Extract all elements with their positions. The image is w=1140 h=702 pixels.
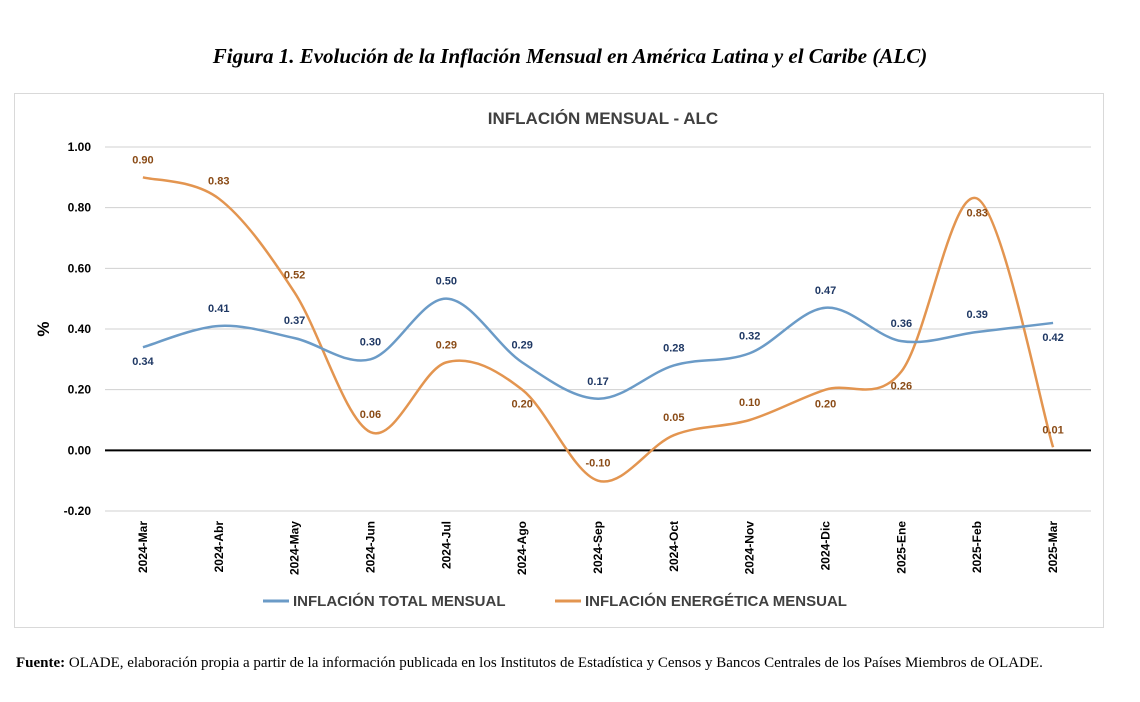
- data-label: 0.29: [511, 339, 532, 351]
- legend-entry: INFLACIÓN TOTAL MENSUAL: [293, 592, 506, 610]
- x-tick-label: 2025-Feb: [970, 521, 984, 573]
- x-tick-label: 2024-Dic: [819, 521, 833, 571]
- series-line-total: [142, 297, 1054, 401]
- x-tick-label: 2025-Mar: [1046, 521, 1060, 573]
- line-chart: INFLACIÓN MENSUAL - ALC 1.00 0.80 0.60 0.40 0…: [34, 109, 1091, 610]
- y-tick-label: 1.00: [68, 140, 92, 154]
- x-tick-label: 2024-Sep: [591, 521, 605, 574]
- data-label: 0.50: [436, 276, 457, 288]
- x-tick-label: 2025-Ene: [894, 521, 908, 574]
- source-text: OLADE, elaboración propia a partir de la…: [65, 655, 1043, 671]
- data-label: 0.83: [208, 176, 229, 188]
- data-label: 0.01: [1042, 424, 1063, 436]
- x-tick-label: 2024-May: [288, 521, 302, 575]
- data-label: 0.39: [967, 309, 988, 321]
- data-label: -0.10: [585, 458, 610, 470]
- source-footnote: Fuente: OLADE, elaboración propia a part…: [16, 652, 1126, 674]
- y-tick-label: -0.20: [64, 504, 92, 518]
- data-label: 0.10: [739, 397, 760, 409]
- data-label: 0.20: [815, 399, 836, 411]
- x-tick-label: 2024-Nov: [743, 521, 757, 575]
- y-tick-label: 0.40: [68, 322, 92, 336]
- x-tick-label: 2024-Mar: [136, 521, 150, 573]
- data-label: 0.30: [360, 336, 381, 348]
- y-tick-label: 0.60: [68, 261, 92, 275]
- source-label: Fuente:: [16, 655, 66, 671]
- chart-title: INFLACIÓN MENSUAL - ALC: [488, 109, 718, 128]
- data-label: 0.37: [284, 315, 305, 327]
- series-line-energetica: [142, 176, 1055, 483]
- data-label: 0.29: [436, 339, 457, 351]
- data-label: 0.17: [587, 376, 608, 388]
- data-label: 0.83: [967, 208, 988, 220]
- y-axis-label: %: [34, 321, 53, 336]
- x-tick-label: 2024-Abr: [212, 521, 226, 573]
- data-label: 0.41: [208, 303, 229, 315]
- data-label: 0.28: [663, 342, 684, 354]
- y-tick-label: 0.80: [68, 201, 92, 215]
- data-label: 0.05: [663, 412, 684, 424]
- y-tick-label: 0.20: [68, 383, 92, 397]
- x-tick-label: 2024-Jul: [439, 521, 453, 569]
- data-label: 0.90: [132, 154, 153, 166]
- x-tick-label: 2024-Jun: [363, 521, 377, 573]
- y-tick-label: 0.00: [68, 443, 92, 457]
- legend-entry: INFLACIÓN ENERGÉTICA MENSUAL: [585, 592, 847, 610]
- data-label: 0.47: [815, 285, 836, 297]
- data-label: 0.20: [511, 399, 532, 411]
- data-label: 0.42: [1042, 332, 1063, 344]
- chart-area: INFLACIÓN MENSUAL - ALC 1.00 0.80 0.60 0.40 0…: [14, 93, 1104, 628]
- x-tick-label: 2024-Oct: [667, 521, 681, 572]
- x-tick-label: 2024-Ago: [515, 521, 529, 575]
- data-label: 0.36: [891, 318, 912, 330]
- data-label: 0.26: [891, 380, 912, 392]
- data-label: 0.06: [360, 409, 381, 421]
- data-label: 0.32: [739, 330, 760, 342]
- data-label: 0.34: [132, 356, 154, 368]
- data-label: 0.52: [284, 270, 305, 282]
- figure-caption: Figura 1. Evolución de la Inflación Mens…: [212, 44, 928, 68]
